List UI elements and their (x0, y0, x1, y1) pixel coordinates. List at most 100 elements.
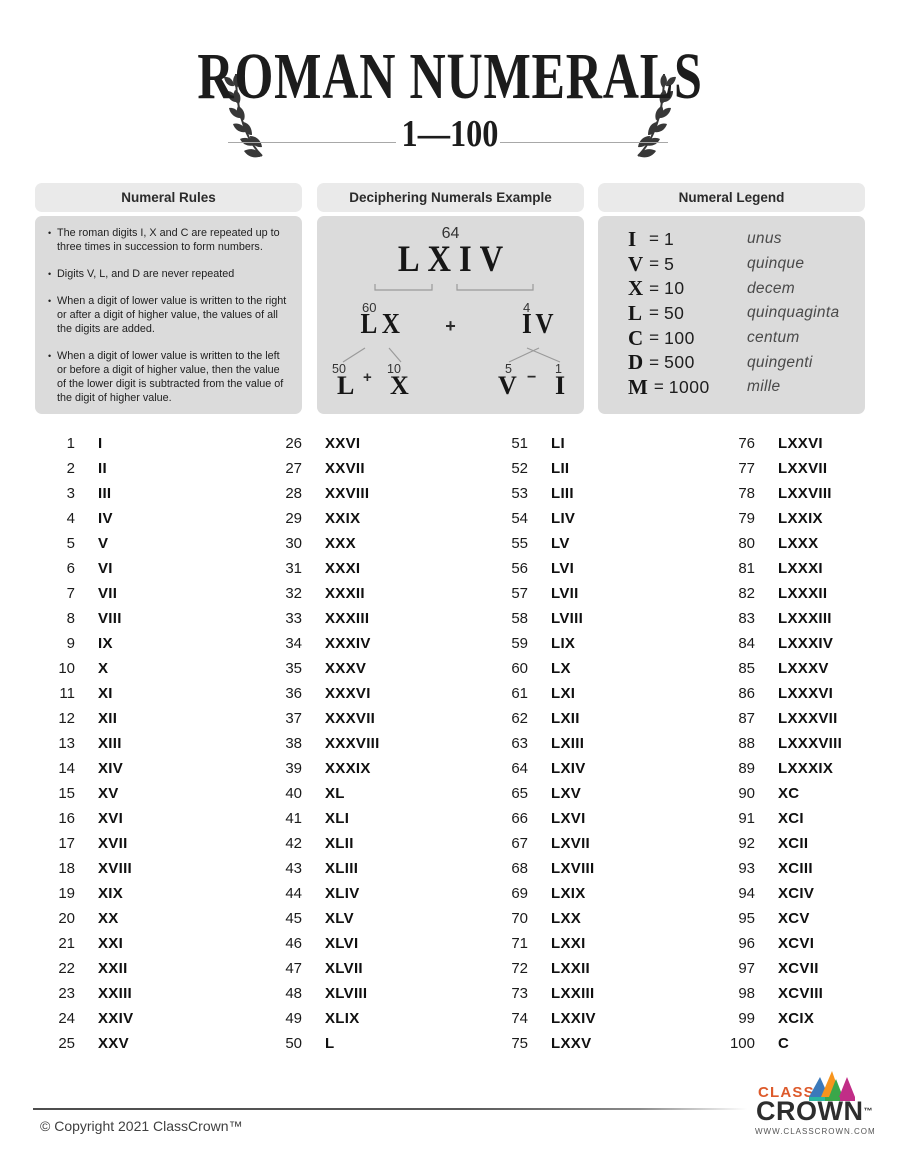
arabic-number: 95 (738, 910, 755, 927)
table-row: 64 LXIV (488, 756, 596, 781)
table-row: 8 VIII (35, 606, 133, 631)
table-row: 66 LXVI (488, 806, 596, 831)
roman-numeral: LXV (551, 785, 582, 802)
roman-numeral: XXIX (325, 510, 361, 527)
roman-numeral: XXVI (325, 435, 361, 452)
arabic-number: 10 (58, 660, 75, 677)
roman-numeral: LXXXIV (778, 635, 834, 652)
roman-numeral: LXXXIX (778, 760, 834, 777)
example-tens-numeral: LX (360, 309, 405, 340)
example-connector-lines (342, 284, 561, 363)
example-part-numeral-X: X (390, 371, 409, 400)
roman-numeral: XIX (98, 885, 124, 902)
arabic-number: 15 (58, 785, 75, 802)
roman-numeral: LXVIII (551, 860, 595, 877)
roman-numeral: LXXXI (778, 560, 823, 577)
bullet-icon: • (48, 269, 52, 279)
roman-numeral: XLVIII (325, 985, 368, 1002)
table-row: 50 L (262, 1031, 380, 1056)
table-row: 81 LXXXI (715, 556, 842, 581)
roman-numeral: XLVI (325, 935, 359, 952)
roman-numeral: XXXVIII (325, 735, 380, 752)
arabic-number: 28 (285, 485, 302, 502)
roman-numeral: LXXX (778, 535, 819, 552)
arabic-number: 80 (738, 535, 755, 552)
example-ones-value: 4 (523, 300, 531, 315)
arabic-number: 98 (738, 985, 755, 1002)
roman-numeral: XLIX (325, 1010, 360, 1027)
subtitle-rule-right (500, 142, 668, 143)
roman-numeral: XX (98, 910, 119, 927)
legend-value: 1 (663, 228, 675, 249)
arabic-number: 91 (738, 810, 755, 827)
roman-numeral: LXIII (551, 735, 585, 752)
arabic-number: 58 (511, 610, 528, 627)
table-row: 79 LXXIX (715, 506, 842, 531)
legend-value: 500 (664, 352, 695, 373)
arabic-number: 18 (58, 860, 75, 877)
table-row: 2 II (35, 456, 133, 481)
roman-numeral: VIII (98, 610, 122, 627)
roman-numeral: LX (551, 660, 571, 677)
roman-numeral: XLIII (325, 860, 359, 877)
roman-numeral: XL (325, 785, 345, 802)
table-row: 62 LXII (488, 706, 596, 731)
arabic-number: 32 (285, 585, 302, 602)
arabic-number: 27 (285, 460, 302, 477)
table-row: 57 LVII (488, 581, 596, 606)
table-row: 54 LIV (488, 506, 596, 531)
arabic-number: 4 (66, 510, 75, 527)
legend-latin-name: quinquaginta (747, 304, 840, 322)
numerals-column-4: 76 LXXVI 77 LXXVII 78 LXXVIII 79 LXXIX 80 LXXX 81 L… (715, 431, 842, 1056)
table-row: 25 XXV (35, 1031, 133, 1056)
table-row: 4 IV (35, 506, 133, 531)
arabic-number: 34 (285, 635, 302, 652)
example-part-plus-operator: + (363, 369, 372, 386)
arabic-number: 65 (511, 785, 528, 802)
table-row: 75 LXXV (488, 1031, 596, 1056)
roman-numeral: XLIV (325, 885, 360, 902)
table-row: 76 LXXVI (715, 431, 842, 456)
equals-sign: = (649, 352, 660, 372)
numerals-column-2: 26 XXVI 27 XXVII 28 XXVIII 29 XXIX 30 XXX 31 XXXI 32… (262, 431, 380, 1056)
arabic-number: 50 (285, 1035, 302, 1052)
table-row: 78 LXXVIII (715, 481, 842, 506)
table-row: 12 XII (35, 706, 133, 731)
classcrown-logo: CLASS CROWN™ WWW.CLASSCROWN.COM (752, 1071, 877, 1139)
table-row: 82 LXXXII (715, 581, 842, 606)
rule-item: • Digits V, L, and D are never repeated (48, 267, 290, 281)
arabic-number: 76 (738, 435, 755, 452)
roman-numeral: I (98, 435, 103, 452)
table-row: 18 XVIII (35, 856, 133, 881)
table-row: 61 LXI (488, 681, 596, 706)
roman-numeral: XCIX (778, 1010, 815, 1027)
arabic-number: 51 (511, 435, 528, 452)
numerals-column-3: 51 LI 52 LII 53 LIII 54 LIV 55 LV 56 LVI 57 LVII 58 LVI… (488, 431, 596, 1056)
deciphering-example-box: Deciphering Numerals Example 64 LXIV 60 … (317, 183, 584, 414)
arabic-number: 73 (511, 985, 528, 1002)
roman-numeral: XCVIII (778, 985, 824, 1002)
numerals-column-1: 1 I 2 II 3 III 4 IV 5 V 6 VI 7 VII 8 VIII 9 IX 10 X 11 XI 12 XI… (35, 431, 133, 1056)
legend-row: D = 500 quingenti (628, 350, 865, 375)
equals-sign: = (649, 328, 660, 348)
arabic-number: 100 (729, 1035, 755, 1052)
arabic-number: 85 (738, 660, 755, 677)
roman-numeral: XVIII (98, 860, 133, 877)
roman-numeral: LV (551, 535, 570, 552)
arabic-number: 12 (58, 710, 75, 727)
example-part-value-50: 50 (332, 362, 346, 376)
laurel-right-icon (637, 73, 676, 158)
roman-numeral: LXVI (551, 810, 586, 827)
roman-numeral: VII (98, 585, 118, 602)
table-row: 41 XLI (262, 806, 380, 831)
roman-numeral: IX (98, 635, 113, 652)
table-row: 26 XXVI (262, 431, 380, 456)
table-row: 21 XXI (35, 931, 133, 956)
legend-row: M = 1000 mille (628, 375, 865, 400)
table-row: 93 XCIII (715, 856, 842, 881)
table-row: 71 LXXI (488, 931, 596, 956)
arabic-number: 70 (511, 910, 528, 927)
roman-numeral: LXXXIII (778, 610, 832, 627)
roman-numeral: XLI (325, 810, 350, 827)
